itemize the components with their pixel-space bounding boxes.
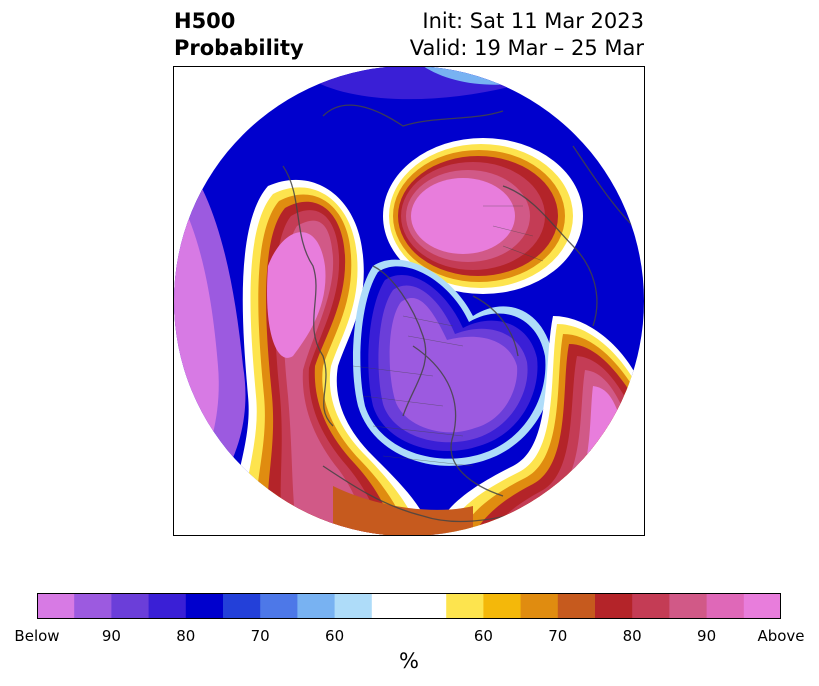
init-date: Init: Sat 11 Mar 2023: [422, 9, 644, 33]
colorbar-segment: [409, 593, 447, 619]
colorbar-tick-label: 60: [473, 627, 493, 645]
colorbar-segment: [632, 593, 670, 619]
map-title: H500 Probability: [174, 8, 304, 62]
colorbar-tick-label: 70: [548, 627, 568, 645]
colorbar-segment: [185, 593, 224, 619]
colorbar-tick-label: 90: [101, 627, 121, 645]
colorbar-segment: [557, 593, 596, 619]
coastlines: [282, 104, 634, 523]
colorbar-tick-label: 80: [622, 627, 642, 645]
colorbar-tick-label: 60: [325, 627, 345, 645]
colorbar-segment: [706, 593, 745, 619]
colorbar-segment: [111, 593, 150, 619]
colorbar-segment: [595, 593, 633, 619]
colorbar-segment: [743, 593, 781, 619]
colorbar-segment: [446, 593, 484, 619]
colorbar-segment: [371, 593, 410, 619]
colorbar-segment: [669, 593, 708, 619]
colorbar-segment: [483, 593, 522, 619]
valid-range: Valid: 19 Mar – 25 Mar: [409, 36, 644, 60]
colorbar-unit: %: [399, 649, 419, 673]
polar-map: [173, 66, 645, 536]
colorbar-segment: [260, 593, 298, 619]
colorbar: [37, 593, 781, 619]
map-dates: Init: Sat 11 Mar 2023 Valid: 19 Mar – 25…: [410, 8, 644, 62]
colorbar-segment: [148, 593, 187, 619]
colorbar-segment: [74, 593, 112, 619]
borders: [352, 205, 544, 467]
colorbar-tick-label: 90: [697, 627, 717, 645]
probability-field: [174, 66, 644, 536]
colorbar-tick-label: Below: [14, 627, 60, 645]
colorbar-segment: [37, 593, 75, 619]
title-product: Probability: [174, 36, 304, 60]
colorbar-segment: [520, 593, 559, 619]
colorbar-tick-label: Above: [757, 627, 805, 645]
colorbar-segment: [297, 593, 336, 619]
colorbar-segment: [334, 593, 373, 619]
title-field: H500: [174, 9, 236, 33]
colorbar-tick-label: 80: [176, 627, 196, 645]
colorbar-segment: [223, 593, 261, 619]
colorbar-tick-label: 70: [250, 627, 270, 645]
